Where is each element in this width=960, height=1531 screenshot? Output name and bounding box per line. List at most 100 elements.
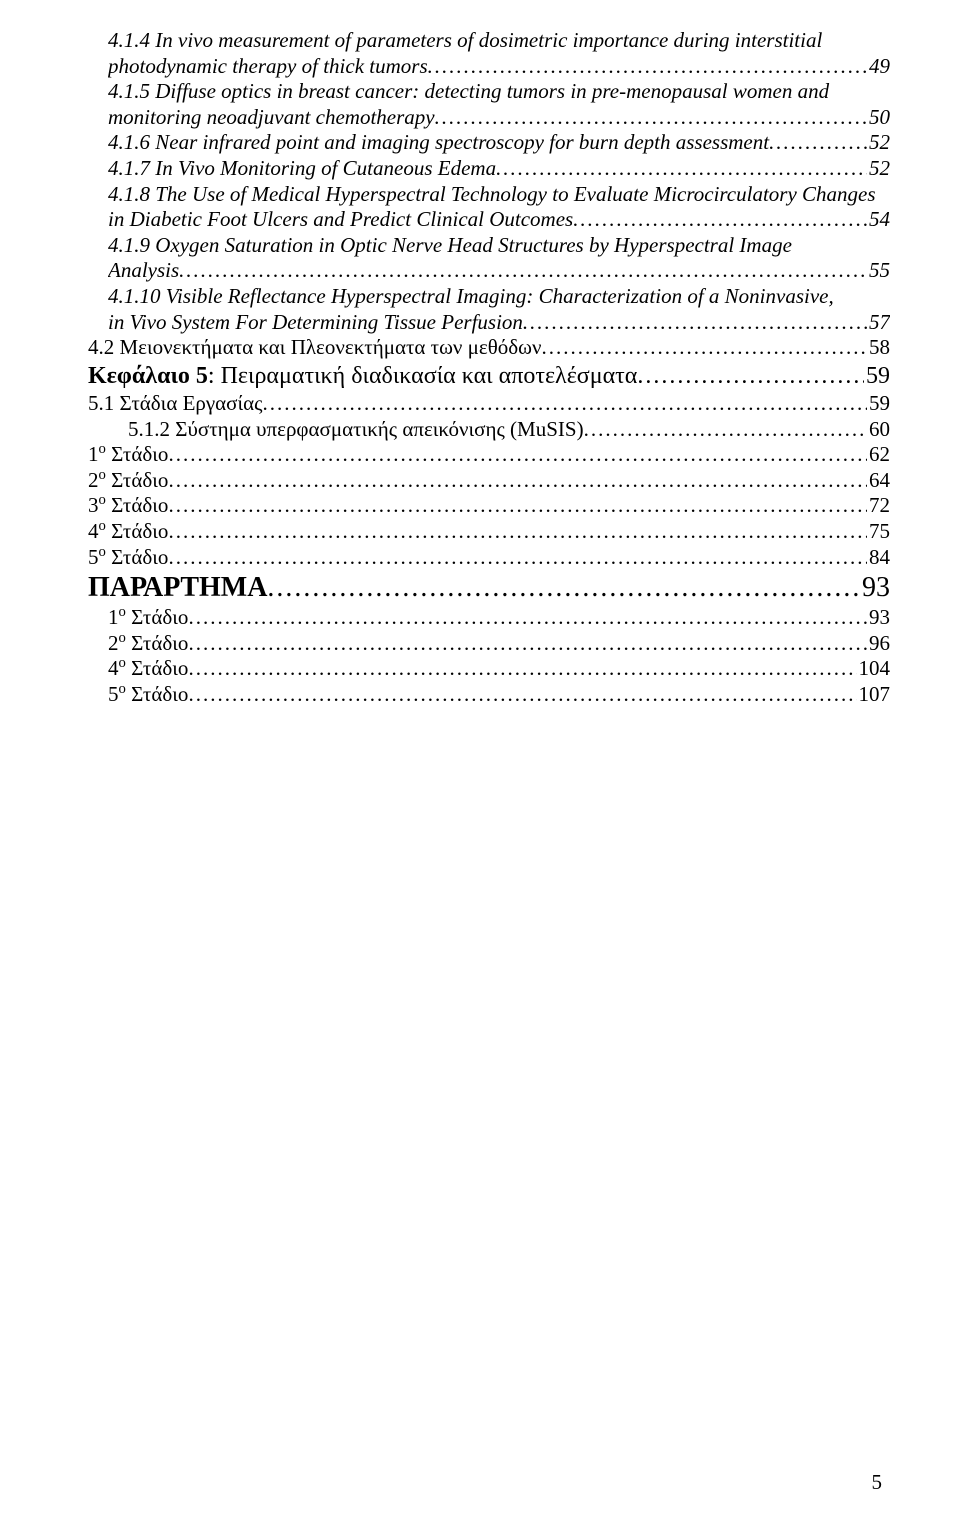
toc-page-number: 84 [867,545,890,571]
toc-entry-label: photodynamic therapy of thick tumors [108,54,428,80]
toc-leader [168,519,867,545]
toc-leader [267,570,860,605]
ordinal-suffix: Στάδιο [106,493,169,517]
toc-leader [573,207,867,233]
toc-page-number: 57 [867,310,890,336]
toc-entry-label-line: 4.1.10 Visible Reflectance Hyperspectral… [108,284,890,310]
toc-leader [188,682,856,708]
ordinal-number: 2 [108,631,119,655]
toc-entry: Κεφάλαιο 5: Πειραματική διαδικασία και α… [88,361,890,391]
toc-entry-label-bold: Κεφάλαιο 5 [88,363,208,389]
toc-entry: ΠΑΡΑΡΤΗΜΑ 93 [88,570,890,605]
toc-entry: 4.1.4 In vivo measurement of parameters … [88,28,890,79]
toc-entry-label-line: 4.1.8 The Use of Medical Hyperspectral T… [108,182,890,208]
toc-entry-last-line: in Vivo System For Determining Tissue Pe… [108,310,890,336]
ordinal-suffix: Στάδιο [126,656,189,680]
toc-entry-label: 2ο Στάδιο [88,468,168,494]
toc-leader [168,493,867,519]
toc-leader [168,442,867,468]
ordinal-number: 5 [88,545,99,569]
toc-leader [584,417,867,443]
ordinal-superscript: ο [119,656,126,671]
toc-leader [523,310,867,336]
toc-entry-label: 5ο Στάδιο [88,545,168,571]
toc-leader [428,54,867,80]
toc-page-number: 62 [867,442,890,468]
toc-entry-label: 5.1 Στάδια Εργασίας [88,391,262,417]
toc-entry-label-suffix: : Πειραματική διαδικασία και αποτελέσματ… [208,363,637,389]
ordinal-number: 2 [88,468,99,492]
toc-leader [188,605,867,631]
toc-entry: 4.1.7 In Vivo Monitoring of Cutaneous Ed… [88,156,890,182]
ordinal-superscript: ο [99,545,106,560]
toc-entry-label: 2ο Στάδιο [108,631,188,657]
toc-page-number: 93 [860,570,890,605]
toc-entry-label-line: 4.1.4 In vivo measurement of parameters … [108,28,890,54]
ordinal-suffix: Στάδιο [106,519,169,543]
toc-entry-label: 4.1.6 Near infrared point and imaging sp… [108,130,769,156]
toc-entry: 2ο Στάδιο 96 [88,631,890,657]
ordinal-number: 3 [88,493,99,517]
toc-page-number: 60 [867,417,890,443]
toc-page-number: 59 [864,361,890,391]
toc-entry-label: 4.1.7 In Vivo Monitoring of Cutaneous Ed… [108,156,496,182]
toc-page-number: 55 [867,258,890,284]
ordinal-suffix: Στάδιο [126,605,189,629]
ordinal-suffix: Στάδιο [126,631,189,655]
toc-entry: 4.1.6 Near infrared point and imaging sp… [88,130,890,156]
toc-leader [179,258,867,284]
toc-entry-label-bold: ΠΑΡΑΡΤΗΜΑ [88,572,267,603]
ordinal-number: 1 [88,442,99,466]
ordinal-suffix: Στάδιο [126,682,189,706]
toc-entry-label: 1ο Στάδιο [108,605,188,631]
ordinal-superscript: ο [119,605,126,620]
toc-entry-label-line: 4.1.5 Diffuse optics in breast cancer: d… [108,79,890,105]
toc-entry-label: 5.1.2 Σύστημα υπερφασματικής απεικόνισης… [128,417,584,443]
toc-page-number: 96 [867,631,890,657]
toc-entry-label: 4ο Στάδιο [108,656,188,682]
ordinal-number: 1 [108,605,119,629]
toc-page-number: 75 [867,519,890,545]
toc-leader [188,631,867,657]
toc-entry-last-line: photodynamic therapy of thick tumors 49 [108,54,890,80]
toc-entry: 4.1.10 Visible Reflectance Hyperspectral… [88,284,890,335]
ordinal-suffix: Στάδιο [106,545,169,569]
toc-entry: 5.1 Στάδια Εργασίας 59 [88,391,890,417]
toc-leader [637,361,864,391]
toc-page-number: 52 [867,156,890,182]
toc-page-number: 93 [867,605,890,631]
ordinal-superscript: ο [99,442,106,457]
toc-entry: 4.1.9 Oxygen Saturation in Optic Nerve H… [88,233,890,284]
toc-entry-label: in Vivo System For Determining Tissue Pe… [108,310,523,336]
toc-page-number: 50 [867,105,890,131]
ordinal-number: 4 [108,656,119,680]
toc-page-number: 49 [867,54,890,80]
toc-entry-label: Κεφάλαιο 5: Πειραματική διαδικασία και α… [88,361,637,391]
toc-entry: 1ο Στάδιο 62 [88,442,890,468]
toc-entry: 3ο Στάδιο72 [88,493,890,519]
ordinal-number: 5 [108,682,119,706]
toc-page-number: 59 [867,391,890,417]
toc-entry-label: 5ο Στάδιο [108,682,188,708]
toc-entry-label: Analysis [108,258,179,284]
toc-page-number: 72 [867,493,890,519]
toc-entry-label: 4ο Στάδιο [88,519,168,545]
toc-entry: 2ο Στάδιο 64 [88,468,890,494]
ordinal-suffix: Στάδιο [106,468,169,492]
toc-entry-last-line: monitoring neoadjuvant chemotherapy50 [108,105,890,131]
ordinal-superscript: ο [119,631,126,646]
toc-entry-label: 4.2 Μειονεκτήματα και Πλεονεκτήματα των … [88,335,542,361]
toc-leader [435,105,867,131]
ordinal-suffix: Στάδιο [106,442,169,466]
toc-leader [168,545,867,571]
ordinal-superscript: ο [99,468,106,483]
toc-leader [769,130,867,156]
toc-page-number: 64 [867,468,890,494]
toc-page-number: 52 [867,130,890,156]
toc-page-number: 107 [857,682,891,708]
ordinal-number: 4 [88,519,99,543]
ordinal-superscript: ο [99,519,106,534]
toc-entry-last-line: in Diabetic Foot Ulcers and Predict Clin… [108,207,890,233]
table-of-contents: 4.1.4 In vivo measurement of parameters … [88,28,890,708]
toc-entry-label: in Diabetic Foot Ulcers and Predict Clin… [108,207,573,233]
